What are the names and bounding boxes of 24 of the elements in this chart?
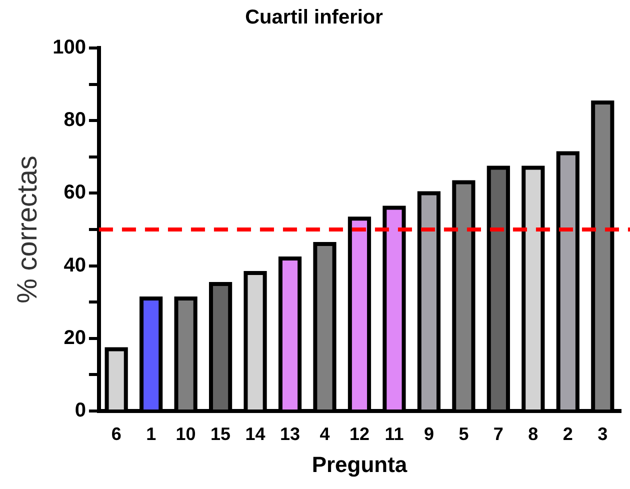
x-tick-label: 3 [598, 424, 608, 444]
x-tick-label: 8 [528, 424, 538, 444]
chart-title: Cuartil inferior [245, 6, 384, 29]
x-tick-label: 5 [458, 424, 469, 444]
x-tick-label: 15 [210, 424, 231, 444]
x-tick-label: 7 [493, 424, 504, 444]
x-tick-label: 12 [349, 424, 370, 444]
x-tick-label: 13 [280, 424, 300, 444]
y-tick-label: 0 [74, 400, 86, 422]
y-tick-label: 80 [64, 109, 86, 132]
y-tick-label: 40 [64, 254, 86, 276]
x-tick-label: 14 [245, 424, 266, 444]
x-tick-label: 1 [146, 424, 156, 444]
x-tick-label: 10 [176, 424, 196, 444]
x-tick-label: 4 [320, 424, 330, 444]
y-axis-title: % correctas [12, 156, 43, 304]
y-tick-label: 60 [64, 182, 86, 204]
y-tick-label: 20 [64, 326, 86, 349]
x-axis-title: Pregunta [312, 452, 408, 477]
y-tick-label: 100 [52, 36, 86, 59]
x-tick-label: 2 [562, 424, 573, 444]
x-tick-label: 6 [111, 424, 122, 444]
x-tick-label: 9 [424, 424, 434, 444]
x-tick-label: 11 [384, 424, 404, 444]
